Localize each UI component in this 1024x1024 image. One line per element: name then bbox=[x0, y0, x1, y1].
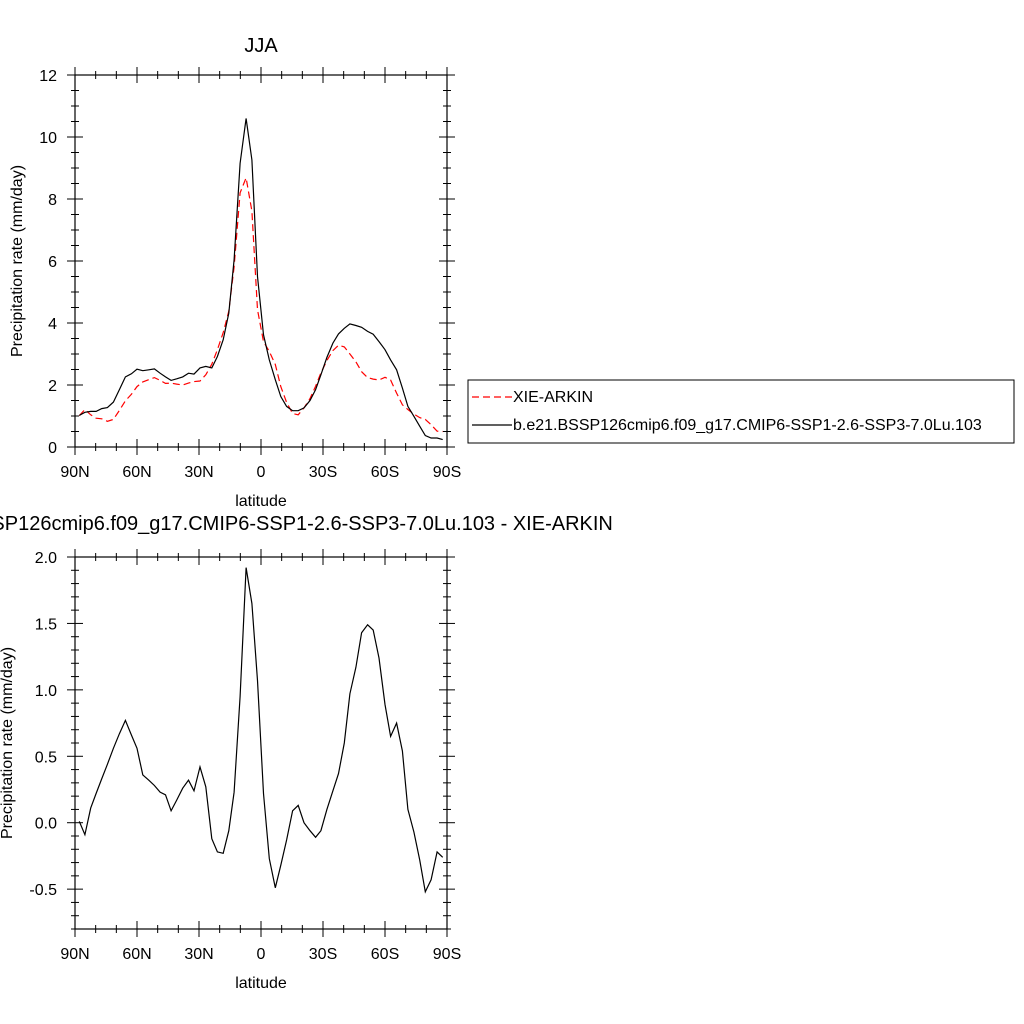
y-tick-label: 8 bbox=[48, 192, 57, 209]
y-tick-label: 0.0 bbox=[35, 816, 57, 833]
y-tick-label: 0 bbox=[48, 440, 57, 457]
top-plot: 90N 60N 30N 0 30S 60S 90S 0 2 4 6 8 10 12 bbox=[39, 67, 461, 481]
y-tick-label: 1.0 bbox=[35, 683, 57, 700]
y-tick-label: 2.0 bbox=[35, 550, 57, 567]
x-tick-label: 60N bbox=[122, 946, 151, 963]
plot-frame bbox=[74, 74, 448, 448]
x-tick-label: 90S bbox=[433, 946, 461, 963]
legend: XIE-ARKIN b.e21.BSSP126cmip6.f09_g17.CMI… bbox=[467, 379, 1015, 444]
legend-label-model: b.e21.BSSP126cmip6.f09_g17.CMIP6-SSP1-2.… bbox=[513, 417, 982, 434]
x-tick-label: 0 bbox=[257, 464, 266, 481]
x-tick-label: 60S bbox=[371, 464, 399, 481]
series-line-xie-arkin bbox=[78, 175, 443, 433]
bottom-plot-ylabel: Precipitation rate (mm/day) bbox=[0, 647, 16, 839]
y-tick-label: 10 bbox=[39, 130, 57, 147]
bottom-plot-xlabel: latitude bbox=[235, 975, 287, 992]
y-tick-label: 2 bbox=[48, 378, 57, 395]
x-tick-label: 30N bbox=[184, 464, 213, 481]
legend-label-xie-arkin: XIE-ARKIN bbox=[513, 389, 593, 406]
y-tick-label: 0.5 bbox=[35, 749, 57, 766]
x-tick-label: 90S bbox=[433, 464, 461, 481]
x-tick-label: 60S bbox=[371, 946, 399, 963]
top-plot-ylabel: Precipitation rate (mm/day) bbox=[9, 165, 26, 357]
x-tick-label: 90N bbox=[60, 464, 89, 481]
x-tick-label: 0 bbox=[257, 946, 266, 963]
x-tick-label: 30S bbox=[309, 946, 337, 963]
legend-box bbox=[467, 379, 1015, 444]
x-tick-label: 30S bbox=[309, 464, 337, 481]
series-line-b-e21-bssp126cmip6-f09-g17-cmip6-ssp1-2-6-ssp3-7-0lu-103 bbox=[79, 118, 443, 441]
x-tick-label: 60N bbox=[122, 464, 151, 481]
x-tick-label: 90N bbox=[60, 946, 89, 963]
y-tick-label: 6 bbox=[48, 254, 57, 271]
y-tick-label: 4 bbox=[48, 316, 57, 333]
top-plot-xlabel: latitude bbox=[235, 493, 287, 510]
top-plot-title: JJA bbox=[244, 35, 278, 57]
y-tick-label: -0.5 bbox=[29, 882, 57, 899]
y-tick-label: 12 bbox=[39, 68, 57, 85]
bottom-plot: 90N 60N 30N 0 30S 60S 90S -0.5 0.0 0.5 1.0 1.5 2.0 bbox=[29, 549, 461, 963]
bottom-plot-title: b.e21.BSSP126cmip6.f09_g17.CMIP6-SSP1-2.… bbox=[0, 513, 613, 535]
y-tick-label: 1.5 bbox=[35, 616, 57, 633]
series-line-difference bbox=[78, 567, 444, 894]
x-tick-label: 30N bbox=[184, 946, 213, 963]
